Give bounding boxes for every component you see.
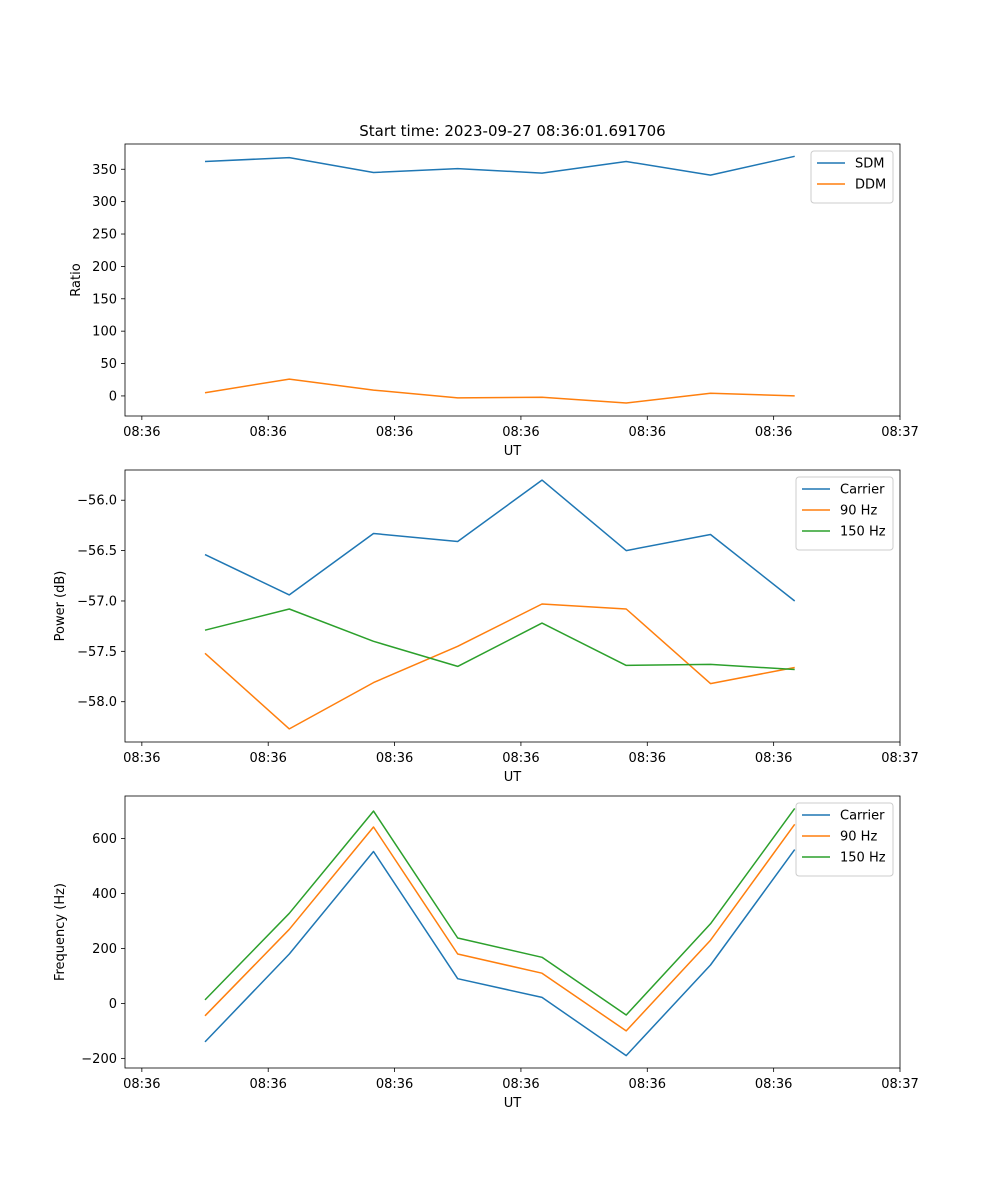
legend-label-150-hz: 150 Hz bbox=[840, 525, 886, 540]
series-line-90-hz bbox=[204, 823, 796, 1032]
y-tick-label: 200 bbox=[92, 942, 117, 957]
plot-area-frame bbox=[124, 469, 901, 743]
x-tick-label: 08:36 bbox=[376, 425, 413, 440]
x-tick-label: 08:36 bbox=[376, 751, 413, 766]
chart-panel-1: 0 50 100 150 200 250 300 350 08:36 08:36 08:36 08:3… bbox=[69, 143, 919, 459]
x-tick-label: 08:36 bbox=[755, 425, 792, 440]
x-tick-label: 08:36 bbox=[755, 751, 792, 766]
y-tick-label: 100 bbox=[92, 325, 117, 340]
legend-label-90-hz: 90 Hz bbox=[840, 504, 877, 519]
y-tick-label: 400 bbox=[92, 887, 117, 902]
y-tick-label: 50 bbox=[100, 357, 117, 372]
x-tick-label: 08:36 bbox=[249, 1077, 286, 1092]
chart-panel-2: −58.0 −57.5 −57.0 −56.5 −56.0 08:36 08:36 08:36… bbox=[53, 469, 919, 785]
y-tick-label: −200 bbox=[81, 1052, 117, 1067]
legend-label-ddm: DDM bbox=[855, 178, 886, 193]
legend: SDM DDM bbox=[810, 150, 894, 204]
y-tick-label: 300 bbox=[92, 195, 117, 210]
x-tick-label: 08:37 bbox=[881, 425, 918, 440]
series-line-150-hz bbox=[204, 807, 796, 1016]
series-line-150-hz bbox=[204, 608, 795, 671]
legend-label-sdm: SDM bbox=[855, 157, 884, 172]
plot-area-frame bbox=[124, 143, 901, 417]
x-tick-label: 08:36 bbox=[629, 751, 666, 766]
y-tick-label: 250 bbox=[92, 228, 117, 243]
y-tick-label: −57.0 bbox=[77, 594, 117, 609]
x-tick-label: 08:36 bbox=[629, 425, 666, 440]
x-tick-label: 08:36 bbox=[123, 751, 160, 766]
plot-area-frame bbox=[124, 795, 901, 1069]
legend-label-carrier: Carrier bbox=[840, 809, 885, 824]
y-tick-label: −56.5 bbox=[77, 544, 117, 559]
y-tick-label: −57.5 bbox=[77, 645, 117, 660]
y-tick-label: 350 bbox=[92, 163, 117, 178]
x-axis-label: UT bbox=[504, 444, 522, 459]
x-tick-label: 08:36 bbox=[755, 1077, 792, 1092]
y-tick-label: −56.0 bbox=[77, 494, 117, 509]
chart-panel-3: −200 0 200 400 600 08:36 08:36 08:36 08:36 08:36 0… bbox=[53, 795, 919, 1111]
y-axis-label: Ratio bbox=[69, 263, 84, 296]
y-axis-label: Frequency (Hz) bbox=[53, 883, 68, 981]
series-line-carrier bbox=[204, 849, 796, 1057]
x-tick-label: 08:36 bbox=[502, 751, 539, 766]
x-tick-label: 08:36 bbox=[629, 1077, 666, 1092]
y-tick-label: 0 bbox=[109, 997, 117, 1012]
series-line-90-hz bbox=[204, 603, 795, 730]
legend: Carrier 90 Hz 150 Hz bbox=[795, 476, 894, 551]
y-tick-label: 150 bbox=[92, 292, 117, 307]
y-tick-label: 200 bbox=[92, 260, 117, 275]
x-tick-label: 08:36 bbox=[249, 751, 286, 766]
x-tick-label: 08:36 bbox=[502, 425, 539, 440]
series-line-ddm bbox=[204, 378, 795, 404]
x-axis-label: UT bbox=[504, 1096, 522, 1111]
y-tick-label: 0 bbox=[109, 389, 117, 404]
legend-box bbox=[810, 150, 894, 204]
y-tick-label: 600 bbox=[92, 832, 117, 847]
y-tick-label: −58.0 bbox=[77, 695, 117, 710]
legend-label-carrier: Carrier bbox=[840, 483, 885, 498]
figure-title: Start time: 2023-09-27 08:36:01.691706 bbox=[359, 122, 665, 140]
x-tick-label: 08:36 bbox=[376, 1077, 413, 1092]
x-tick-label: 08:36 bbox=[249, 425, 286, 440]
x-tick-label: 08:36 bbox=[123, 425, 160, 440]
y-axis-label: Power (dB) bbox=[53, 571, 68, 642]
x-tick-label: 08:36 bbox=[123, 1077, 160, 1092]
legend: Carrier 90 Hz 150 Hz bbox=[795, 802, 894, 877]
x-tick-label: 08:37 bbox=[881, 751, 918, 766]
legend-label-150-hz: 150 Hz bbox=[840, 851, 886, 866]
x-tick-label: 08:36 bbox=[502, 1077, 539, 1092]
legend-label-90-hz: 90 Hz bbox=[840, 830, 877, 845]
series-line-carrier bbox=[204, 479, 796, 602]
x-axis-label: UT bbox=[504, 770, 522, 785]
x-tick-label: 08:37 bbox=[881, 1077, 918, 1092]
series-line-sdm bbox=[204, 155, 795, 176]
